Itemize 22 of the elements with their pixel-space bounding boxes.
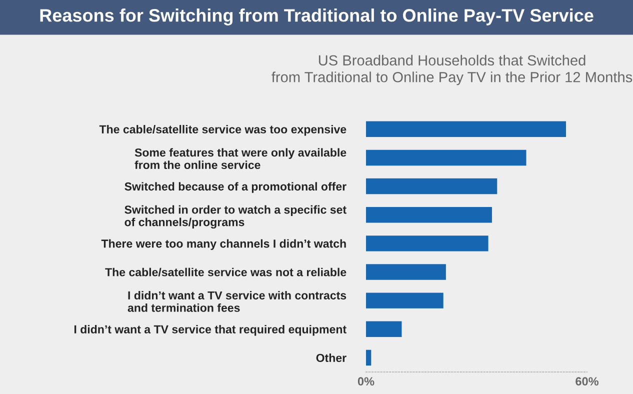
y-tick-label: I didn’t want a TV service that required equipment [74,324,346,336]
bar [366,292,444,308]
y-tick-label: The cable/satellite service was not a reliable [105,268,346,276]
x-tick-label: 0% [358,377,374,386]
y-tick-label: Some features that were only available from the online service [134,148,346,170]
bar [366,121,566,137]
bar [366,236,488,252]
y-tick-label: Switched in order to watch a specific set of channels/programs [124,205,346,229]
y-tick-label: The cable/satellite service was too expensive [99,124,346,136]
y-tick-label: I didn’t want a TV service with contracts and termination fees [128,291,346,312]
bar [366,207,492,223]
bar [366,264,446,280]
chart-subtitle: US Broadband Households that Switched from Traditional to Online Pay TV in the Prior 12 Months [272,54,632,86]
y-tick-label: Switched because of a promotional offer [124,182,346,193]
bar [366,321,402,337]
bar [366,350,372,366]
bar [366,150,526,166]
chart-title: Reasons for Switching from Traditional to Online Pay-TV Service [40,8,594,26]
bar [366,178,498,194]
y-tick-label: There were too many channels I didn’t watch [101,239,346,250]
x-tick-label: 60% [576,377,599,386]
y-tick-label: Other [316,354,346,362]
